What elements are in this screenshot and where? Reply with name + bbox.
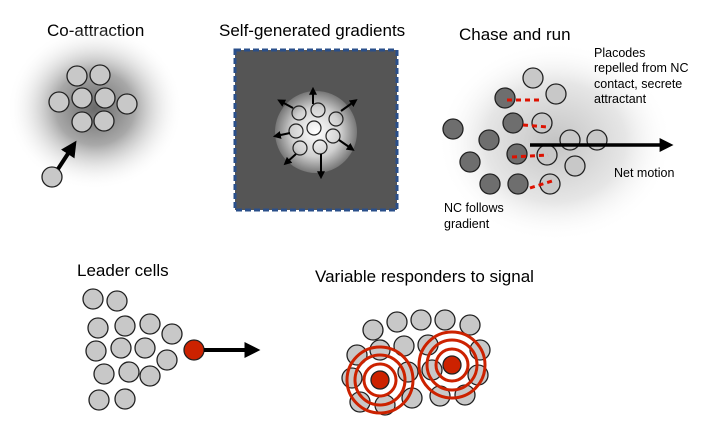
cell bbox=[306, 120, 322, 136]
migrating-cell bbox=[41, 166, 63, 188]
attraction-arrow bbox=[56, 140, 77, 171]
chase-run-title: Chase and run bbox=[459, 25, 571, 44]
nc-note-line: NC follows bbox=[444, 201, 504, 215]
variable-responders-panel: Variable responders to signal bbox=[315, 267, 534, 416]
cell bbox=[94, 87, 116, 109]
contact-dash bbox=[529, 179, 553, 190]
nc-cell bbox=[507, 173, 529, 195]
placodes-note-line: attractant bbox=[594, 92, 647, 106]
cell bbox=[87, 317, 109, 339]
self-generated-cluster bbox=[288, 102, 344, 156]
cell bbox=[93, 110, 115, 132]
placodes-note: Placodes repelled from NC contact, secre… bbox=[594, 46, 688, 106]
arrow bbox=[283, 153, 297, 166]
placode-cell bbox=[559, 129, 581, 151]
placode-cell bbox=[586, 129, 608, 151]
arrow bbox=[272, 131, 291, 139]
nc-cells bbox=[442, 87, 529, 195]
self-generated-panel: Self-generated gradients bbox=[219, 21, 405, 212]
nc-cell bbox=[479, 173, 501, 195]
leader-cells-panel: Leader cells bbox=[77, 261, 261, 411]
cell bbox=[434, 309, 456, 331]
placode-cell bbox=[564, 155, 586, 177]
cell bbox=[48, 91, 70, 113]
follower-cells bbox=[82, 288, 183, 411]
cell bbox=[88, 389, 110, 411]
cell bbox=[386, 311, 408, 333]
nc-cell bbox=[478, 129, 500, 151]
cell bbox=[85, 340, 107, 362]
cell bbox=[292, 140, 308, 156]
cell bbox=[93, 363, 115, 385]
nc-cell bbox=[442, 118, 464, 140]
cell bbox=[89, 64, 111, 86]
placode-cell bbox=[531, 112, 553, 134]
signal-ring bbox=[353, 353, 407, 407]
cell bbox=[410, 309, 432, 331]
nc-cell bbox=[502, 112, 524, 134]
cell bbox=[328, 111, 344, 127]
cell bbox=[421, 359, 443, 381]
leader-cell bbox=[183, 339, 205, 361]
cell bbox=[161, 323, 183, 345]
cell bbox=[110, 337, 132, 359]
leader-cells-title: Leader cells bbox=[77, 261, 169, 280]
arrow bbox=[340, 99, 358, 112]
cell bbox=[114, 315, 136, 337]
self-generated-title: Self-generated gradients bbox=[219, 21, 405, 40]
arrow bbox=[338, 139, 355, 151]
cell bbox=[362, 319, 384, 341]
signal-ring bbox=[417, 330, 487, 400]
cell bbox=[106, 290, 128, 312]
cell bbox=[139, 313, 161, 335]
placodes-note-line: repelled from NC bbox=[594, 61, 688, 75]
signal-ring bbox=[434, 347, 470, 383]
cell bbox=[325, 128, 341, 144]
cell bbox=[459, 314, 481, 336]
contact-dash bbox=[522, 123, 549, 129]
placode-cell bbox=[545, 83, 567, 105]
repulsion-contacts bbox=[507, 98, 553, 190]
nc-cell bbox=[506, 143, 528, 165]
signal-rings-right bbox=[417, 330, 487, 400]
cell bbox=[116, 93, 138, 115]
placode-cell bbox=[522, 67, 544, 89]
signal-rings-left bbox=[345, 345, 415, 415]
nc-cell bbox=[494, 87, 516, 109]
responder-cell-left bbox=[370, 370, 390, 390]
placodes-note-line: contact, secrete bbox=[594, 77, 682, 91]
cell bbox=[71, 87, 93, 109]
signal-ring bbox=[345, 345, 415, 415]
contact-dash bbox=[511, 153, 549, 159]
cell bbox=[118, 361, 140, 383]
signal-ring bbox=[425, 338, 479, 392]
cell bbox=[134, 337, 156, 359]
cell bbox=[66, 65, 88, 87]
co-attraction-halo bbox=[7, 26, 183, 190]
chase-run-panel: Chase and run Placodes repelled from NC … bbox=[437, 25, 688, 242]
variable-responders-title: Variable responders to signal bbox=[315, 267, 534, 286]
nc-note-line: gradient bbox=[444, 217, 490, 231]
responder-cell-right bbox=[442, 355, 462, 375]
cell bbox=[310, 102, 326, 118]
cell bbox=[114, 388, 136, 410]
outward-arrows bbox=[272, 86, 358, 180]
cell bbox=[139, 365, 161, 387]
nc-cell bbox=[459, 151, 481, 173]
cell bbox=[156, 349, 178, 371]
cell bbox=[288, 123, 304, 139]
net-motion-label: Net motion bbox=[614, 166, 674, 180]
arrow bbox=[277, 99, 294, 109]
cell bbox=[82, 288, 104, 310]
placodes-note-line: Placodes bbox=[594, 46, 645, 60]
cell bbox=[291, 105, 307, 121]
co-attraction-panel: Co-attraction bbox=[7, 21, 183, 190]
cell bbox=[71, 111, 93, 133]
cell bbox=[341, 367, 363, 389]
co-attraction-cluster bbox=[41, 64, 138, 188]
signal-ring bbox=[362, 362, 398, 398]
